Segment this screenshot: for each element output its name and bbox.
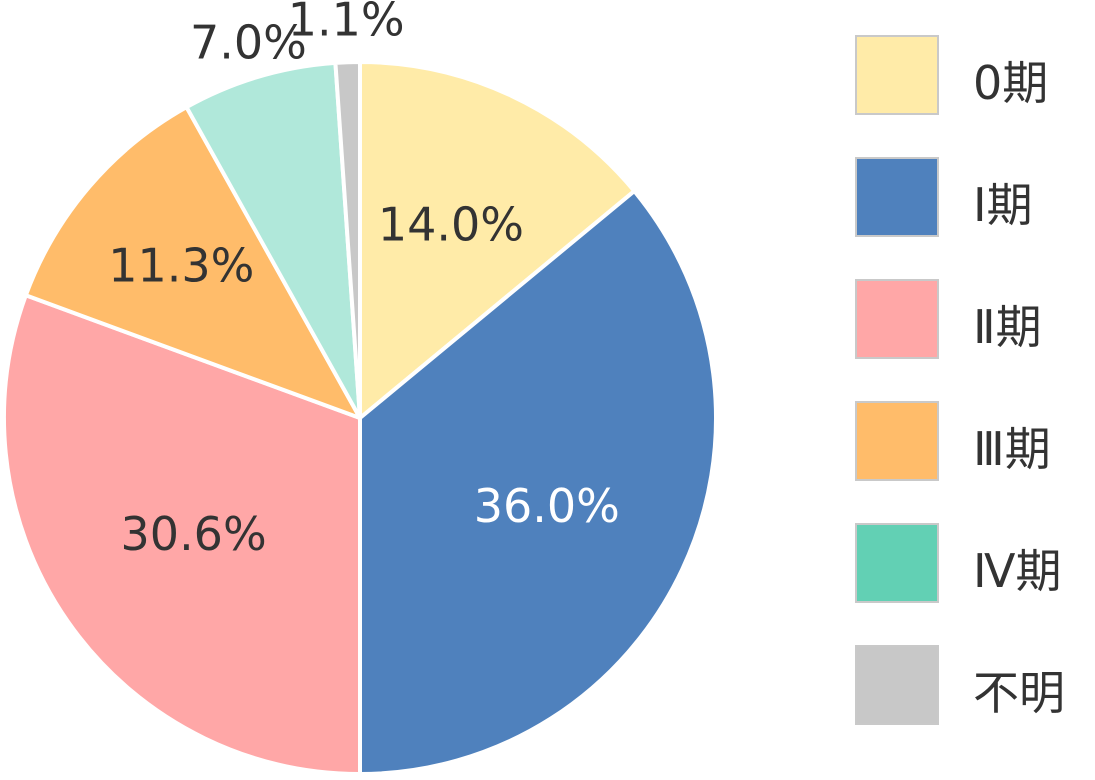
- legend-item-stage-3: Ⅲ期: [855, 401, 1095, 485]
- pie-slice: [184, 60, 362, 420]
- legend-label: Ⅲ期: [973, 422, 1051, 476]
- legend-swatch: [855, 35, 939, 115]
- legend-item-stage-2: Ⅱ期: [855, 279, 1095, 363]
- pie-slice: [2, 293, 362, 776]
- pie-slice: [358, 60, 637, 420]
- legend-swatch: [855, 157, 939, 237]
- data-label: 14.0%: [378, 198, 524, 252]
- legend-label: Ⅳ期: [973, 544, 1062, 598]
- legend-swatch: [855, 523, 939, 603]
- legend-item-stage-0: 0期: [855, 35, 1095, 119]
- pie-slice: [358, 189, 718, 776]
- legend-item-stage-1: Ⅰ期: [855, 157, 1095, 241]
- data-label: 30.6%: [121, 507, 267, 561]
- legend-label: Ⅱ期: [973, 300, 1042, 354]
- legend-swatch: [855, 645, 939, 725]
- legend-swatch: [855, 279, 939, 359]
- data-label: 11.3%: [108, 238, 254, 292]
- legend-label: Ⅰ期: [973, 178, 1033, 232]
- legend-label: 不明: [973, 666, 1065, 720]
- legend-item-unknown: 不明: [855, 645, 1095, 729]
- data-label: 1.1%: [288, 0, 405, 47]
- pie-slice: [333, 60, 362, 420]
- legend-label: 0期: [973, 56, 1049, 110]
- data-label: 7.0%: [190, 16, 307, 70]
- legend-item-stage-4: Ⅳ期: [855, 523, 1095, 607]
- pie-slice: [23, 105, 362, 420]
- data-label: 36.0%: [474, 479, 620, 533]
- pie-chart: 14.0% 36.0% 30.6% 11.3% 7.0%1.1%: [2, 0, 718, 776]
- legend-swatch: [855, 401, 939, 481]
